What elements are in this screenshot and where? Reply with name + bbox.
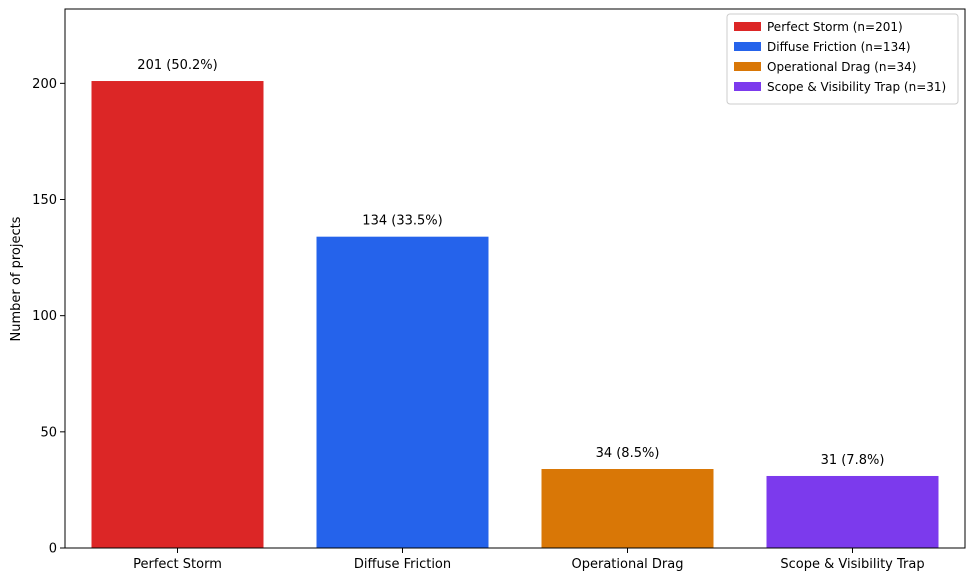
plot-frame [64,8,966,549]
data-label: 134 (33.5%) [362,214,442,229]
y-tick-label: 0 [49,542,57,557]
bar-diffuse-friction [316,236,489,548]
y-tick-label: 200 [32,77,57,92]
y-axis-label: Number of projects [9,216,24,341]
legend-entry: Operational Drag (n=34) [767,60,916,74]
legend-entry: Perfect Storm (n=201) [767,20,903,34]
x-tick-label: Diffuse Friction [354,557,451,572]
data-label: 31 (7.8%) [821,453,885,468]
legend-swatch [734,62,761,71]
legend-box [726,13,959,105]
y-tick-label: 50 [40,425,57,440]
data-label: 34 (8.5%) [596,446,660,461]
bar-perfect-storm [91,81,264,549]
plot-area: 201 (50.2%) Perfect Storm 134 (33.5%) Diffu… [32,8,966,572]
bar-scope-visibility-trap [766,475,939,548]
x-tick-label: Scope & Visibility Trap [780,557,924,572]
bar-operational-drag [541,469,714,548]
y-tick-label: 150 [32,193,57,208]
x-tick-label: Perfect Storm [133,557,222,572]
data-label: 201 (50.2%) [137,58,217,73]
legend-entry: Scope & Visibility Trap (n=31) [767,80,946,94]
y-tick-label: 100 [32,309,57,324]
legend-swatch [734,82,761,91]
legend-swatch [734,22,761,31]
x-tick-label: Operational Drag [572,557,684,572]
legend: Perfect Storm (n=201) Diffuse Friction (n… [726,13,959,105]
legend-entry: Diffuse Friction (n=134) [767,40,911,54]
legend-swatch [734,42,761,51]
